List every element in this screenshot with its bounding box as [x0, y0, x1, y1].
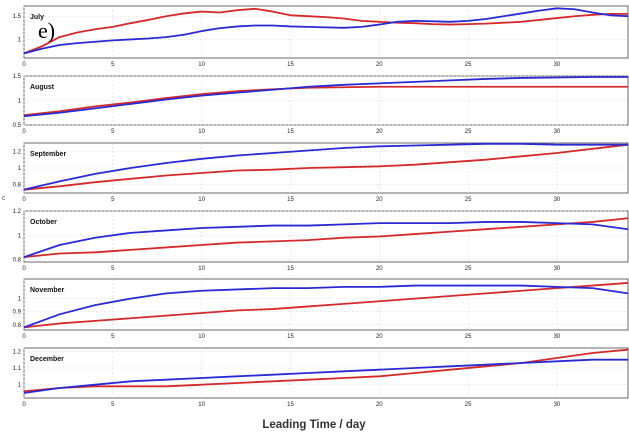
panel-month-label: November — [30, 287, 65, 294]
y-tick-label: 0.9 — [13, 310, 22, 316]
series-line-blue — [23, 221, 629, 258]
panel-month-label: October — [30, 219, 57, 226]
chart-panel-september: 0 5 10 15 20 25 30 0.8 1 1.2 September — [13, 142, 629, 203]
x-tick-label: 0 — [22, 334, 26, 340]
y-tick-label: 1 — [18, 297, 22, 303]
panel-month-label: August — [30, 84, 55, 91]
x-tick-label: 5 — [111, 197, 115, 203]
y-tick-label: 1 — [18, 233, 22, 239]
series-line-red — [23, 7, 628, 55]
x-tick-label: 20 — [376, 266, 383, 272]
series-line-blue — [23, 142, 628, 191]
y-tick-label: 1.2 — [13, 149, 22, 155]
x-tick-label: 15 — [287, 129, 294, 135]
panel-label: e) — [38, 18, 55, 43]
x-tick-label: 30 — [554, 334, 561, 340]
x-tick-label: 30 — [554, 266, 561, 272]
x-tick-label: 25 — [465, 197, 472, 203]
series-line-blue — [23, 358, 628, 394]
y-tick-label: 1 — [18, 383, 22, 389]
x-tick-label: 20 — [376, 129, 383, 135]
chart-panel-december: 0 5 10 15 20 25 30 1 1.1 1.2 December — [13, 347, 629, 408]
x-tick-label: 20 — [376, 402, 383, 408]
y-axis-label: c — [2, 195, 6, 202]
series-line-blue — [23, 7, 629, 55]
x-tick-label: 20 — [376, 197, 383, 203]
x-tick-label: 15 — [287, 266, 294, 272]
x-tick-label: 25 — [465, 129, 472, 135]
x-tick-label: 25 — [465, 334, 472, 340]
x-tick-label: 10 — [198, 266, 205, 272]
x-tick-label: 15 — [287, 402, 294, 408]
x-tick-label: 0 — [22, 402, 26, 408]
plot-frame — [23, 5, 629, 59]
y-tick-label: 1 — [18, 37, 22, 43]
x-tick-label: 10 — [198, 334, 205, 340]
x-axis-label: Leading Time / day — [262, 419, 366, 431]
x-tick-label: 25 — [465, 402, 472, 408]
y-tick-label: 0.5 — [13, 123, 22, 129]
x-tick-label: 30 — [554, 197, 561, 203]
panel-month-label: December — [30, 356, 64, 363]
x-tick-label: 5 — [111, 402, 115, 408]
y-tick-label: 1.5 — [13, 14, 22, 20]
x-tick-label: 5 — [111, 266, 115, 272]
x-tick-label: 10 — [198, 197, 205, 203]
series-line-red — [23, 143, 629, 191]
x-tick-label: 15 — [287, 334, 294, 340]
x-tick-label: 0 — [22, 266, 26, 272]
x-tick-label: 0 — [22, 62, 26, 68]
x-tick-label: 5 — [111, 62, 115, 68]
chart-panel-july: 0 5 10 15 20 25 30 1 1.5 July — [13, 5, 629, 68]
y-tick-label: 0.8 — [13, 323, 22, 329]
y-tick-label: 1 — [18, 166, 22, 172]
x-tick-label: 10 — [198, 402, 205, 408]
x-tick-label: 15 — [287, 197, 294, 203]
y-tick-label: 0.8 — [13, 183, 22, 189]
chart-panel-november: 0 5 10 15 20 25 30 0.8 0.9 1 November — [13, 278, 629, 340]
chart-panel-august: 0 5 10 15 20 25 30 0.5 1 1.5 August — [13, 74, 629, 135]
series-line-red — [23, 282, 629, 329]
x-tick-label: 5 — [111, 334, 115, 340]
plot-frame — [23, 210, 629, 263]
x-tick-label: 10 — [198, 129, 205, 135]
y-tick-label: 1.5 — [13, 74, 22, 80]
panel-month-label: September — [30, 151, 66, 158]
x-tick-label: 25 — [465, 266, 472, 272]
series-line-red — [23, 85, 628, 117]
panel-month-label: July — [30, 14, 44, 21]
x-tick-label: 30 — [554, 402, 561, 408]
x-tick-label: 20 — [376, 334, 383, 340]
x-tick-label: 25 — [465, 62, 472, 68]
x-tick-label: 0 — [22, 129, 26, 135]
x-tick-label: 10 — [198, 62, 205, 68]
x-tick-label: 0 — [22, 197, 26, 203]
series-line-red — [23, 217, 629, 259]
series-line-blue — [23, 76, 628, 118]
series-line-blue — [23, 284, 629, 329]
x-tick-label: 30 — [554, 62, 561, 68]
y-tick-label: 1.2 — [13, 209, 22, 215]
x-tick-label: 5 — [111, 129, 115, 135]
chart-panel-october: 0 5 10 15 20 25 30 0.8 1 1.2 October — [13, 209, 629, 272]
y-tick-label: 1.2 — [13, 349, 22, 355]
y-tick-label: 1.1 — [13, 366, 22, 372]
x-tick-label: 15 — [287, 62, 294, 68]
x-tick-label: 20 — [376, 62, 383, 68]
x-tick-label: 30 — [554, 129, 561, 135]
y-tick-label: 0.8 — [13, 258, 22, 264]
y-tick-label: 1 — [18, 99, 22, 105]
